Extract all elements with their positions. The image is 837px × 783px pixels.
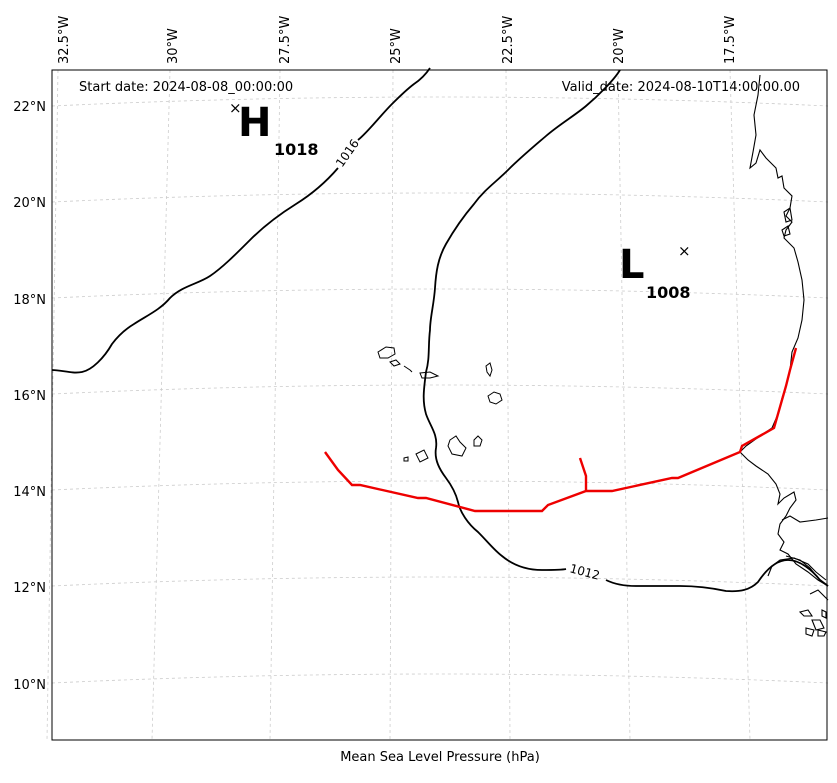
low-pressure-symbol: L: [619, 242, 645, 288]
parallel-16n: [51, 384, 829, 395]
isobar-1012: [422, 69, 829, 593]
lon-label: 22.5°W: [501, 16, 516, 64]
parallel-18n: [51, 288, 829, 299]
lon-label: 27.5°W: [278, 16, 293, 64]
west-africa-coast: [739, 74, 829, 637]
island-boa-vista: [487, 391, 503, 405]
low-pressure-value: 1008: [646, 283, 691, 302]
parallel-14n: [51, 480, 829, 491]
start-date: Start date: 2024-08-08_00:00:00: [79, 80, 293, 95]
contour-label-1012: 1012: [568, 561, 601, 582]
island-brava: [403, 456, 409, 462]
lon-label: 20°W: [612, 28, 627, 64]
red-front-line: [324, 347, 798, 513]
island-sao-nicolau: [419, 371, 440, 379]
high-center-marker: ×: [229, 99, 242, 117]
lat-label: 12°N: [13, 581, 46, 596]
latitude-labels: 22°N 20°N 18°N 16°N 14°N 12°N 10°N: [13, 100, 46, 693]
lon-label: 32.5°W: [57, 16, 72, 64]
meridian-27-5w: [269, 69, 281, 741]
high-pressure-symbol: H: [238, 100, 271, 146]
parallel-10n: [51, 673, 829, 684]
island-santiago: [447, 435, 467, 457]
lon-label: 17.5°W: [723, 16, 738, 64]
meridian-30w: [151, 69, 171, 741]
lon-label: 30°W: [166, 28, 181, 64]
parallel-20n: [51, 192, 829, 203]
parallel-12n: [51, 576, 829, 587]
map-frame: [51, 69, 828, 741]
parallel-22n: [51, 96, 829, 107]
lat-label: 20°N: [13, 196, 46, 211]
lon-label: 25°W: [389, 28, 404, 64]
low-center-marker: ×: [678, 242, 691, 260]
meridian-32-5w: [46, 69, 59, 741]
island-sao-vicente: [389, 359, 401, 367]
gridlines: [46, 69, 829, 741]
lat-label: 16°N: [13, 389, 46, 404]
lat-label: 22°N: [13, 100, 46, 115]
meridian-22-5w: [505, 69, 511, 741]
meridian-25w: [389, 69, 394, 741]
high-pressure-value: 1018: [274, 140, 319, 159]
island-santo-antao: [377, 346, 396, 359]
cape-verde-islands: [377, 346, 503, 463]
lat-label: 10°N: [13, 678, 46, 693]
longitude-labels: 32.5°W 30°W 27.5°W 25°W 22.5°W 20°W 17.5…: [57, 16, 738, 64]
island-sal: [485, 362, 493, 378]
lat-label: 14°N: [13, 485, 46, 500]
island-fogo: [415, 449, 429, 463]
island-santa-luzia: [403, 365, 413, 373]
isobar-1016: [51, 67, 431, 374]
lat-label: 18°N: [13, 293, 46, 308]
meridian-17-5w: [729, 69, 751, 741]
contour-label-1016: 1016: [333, 137, 362, 170]
map-xlabel: Mean Sea Level Pressure (hPa): [340, 750, 540, 765]
valid-date: Valid_date: 2024-08-10T14:00:00.00: [562, 80, 800, 95]
meridian-20w: [617, 69, 631, 741]
island-maio: [473, 435, 483, 447]
